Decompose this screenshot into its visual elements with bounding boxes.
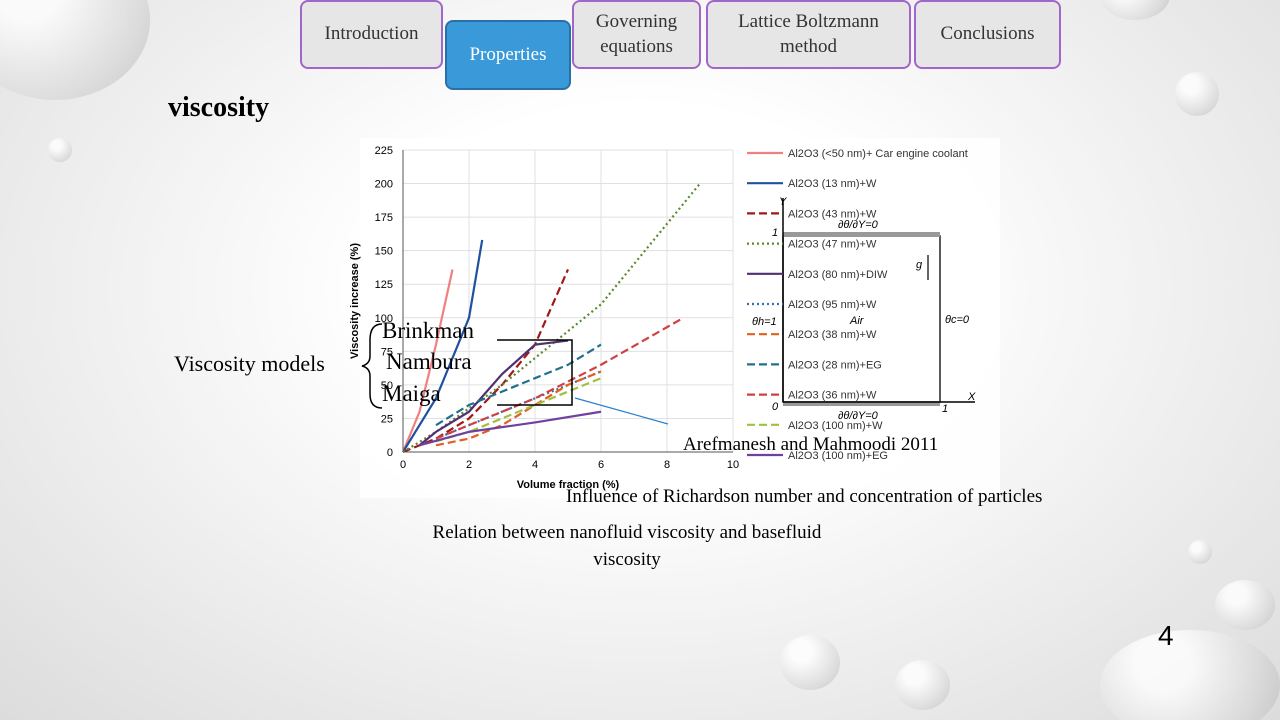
- droplet: [1215, 580, 1275, 630]
- x-axis-label: Volume fraction (%): [517, 479, 620, 491]
- x-tick-label: 8: [664, 459, 670, 471]
- diagram-label: g: [916, 259, 923, 271]
- y-tick-label: 150: [375, 246, 393, 258]
- diagram-label: 1: [942, 403, 948, 415]
- y-tick-label: 75: [381, 346, 393, 358]
- series-line: [402, 269, 570, 454]
- series-line: [419, 410, 602, 447]
- nav-tab[interactable]: Introduction: [300, 0, 443, 69]
- series-line: [435, 370, 602, 447]
- series-line: [435, 370, 602, 440]
- droplet: [48, 138, 72, 162]
- legend-label: Al2O3 (100 nm)+W: [788, 420, 883, 432]
- diagram-label: θh=1: [752, 316, 777, 328]
- y-tick-label: 225: [375, 145, 393, 157]
- series-line: [402, 239, 484, 453]
- caption: Relation between nanofluid viscosity and…: [432, 522, 822, 570]
- legend-label: Al2O3 (38 nm)+W: [788, 329, 877, 341]
- droplet: [1175, 72, 1219, 116]
- y-tick-label: 125: [375, 279, 393, 291]
- legend-label: Al2O3 (43 nm)+W: [788, 208, 877, 220]
- model-name: Maiga: [382, 381, 441, 406]
- y-tick-label: 0: [387, 447, 393, 459]
- nav-tab[interactable]: Governing equations: [572, 0, 701, 69]
- legend-label: Al2O3 (<50 nm)+ Car engine coolant: [788, 148, 968, 160]
- diagram-label: ∂θ/∂Y=0: [838, 410, 879, 422]
- series-line: [401, 269, 454, 453]
- nav-tab[interactable]: Properties: [445, 20, 571, 90]
- diagram-label: 0: [772, 401, 779, 413]
- y-tick-label: 100: [375, 313, 393, 325]
- y-axis-label: Viscosity increase (%): [349, 243, 361, 359]
- legend-label: Al2O3 (47 nm)+W: [788, 239, 877, 251]
- series-line: [402, 182, 701, 453]
- droplet: [895, 660, 950, 710]
- legend-label: Al2O3 (100 nm)+EG: [788, 450, 888, 462]
- x-tick-label: 6: [598, 459, 604, 471]
- diagram-label: Air: [849, 315, 865, 327]
- diagram-label: ∂θ/∂Y=0: [838, 219, 879, 231]
- x-tick-label: 0: [400, 459, 406, 471]
- y-tick-label: 175: [375, 212, 393, 224]
- x-tick-label: 10: [727, 459, 739, 471]
- caption: Influence of Richardson number and conce…: [566, 486, 1043, 507]
- diagram-label: X: [967, 391, 976, 403]
- diagram-label: Y: [779, 196, 787, 208]
- droplet: [1100, 0, 1170, 20]
- page-number: 4: [1158, 620, 1174, 651]
- legend-label: Al2O3 (28 nm)+EG: [788, 359, 882, 371]
- diagram-label: 1: [772, 227, 778, 239]
- diagram-label: θc=0: [945, 314, 970, 326]
- legend-label: Al2O3 (13 nm)+W: [788, 178, 877, 190]
- droplet: [1100, 630, 1280, 720]
- series-line: [435, 343, 602, 427]
- slide-title: viscosity: [168, 92, 270, 123]
- nav-tab[interactable]: Lattice Boltzmann method: [706, 0, 911, 69]
- wall: [783, 401, 940, 406]
- model-name: Nambura: [386, 349, 472, 374]
- y-tick-label: 50: [381, 380, 393, 392]
- wall: [783, 232, 940, 237]
- legend-label: Al2O3 (95 nm)+W: [788, 299, 877, 311]
- y-tick-label: 200: [375, 179, 393, 191]
- model-name: Brinkman: [382, 318, 474, 343]
- y-tick-label: 25: [381, 413, 393, 425]
- reference: Arefmanesh and Mahmoodi 2011: [683, 434, 939, 455]
- droplet: [780, 635, 840, 690]
- nav-tab[interactable]: Conclusions: [914, 0, 1061, 69]
- x-tick-label: 2: [466, 459, 472, 471]
- models-label: Viscosity models: [174, 351, 325, 376]
- x-tick-label: 4: [532, 459, 538, 471]
- droplet: [1188, 540, 1212, 564]
- legend-label: Al2O3 (36 nm)+W: [788, 390, 877, 402]
- legend-label: Al2O3 (80 nm)+DIW: [788, 269, 888, 281]
